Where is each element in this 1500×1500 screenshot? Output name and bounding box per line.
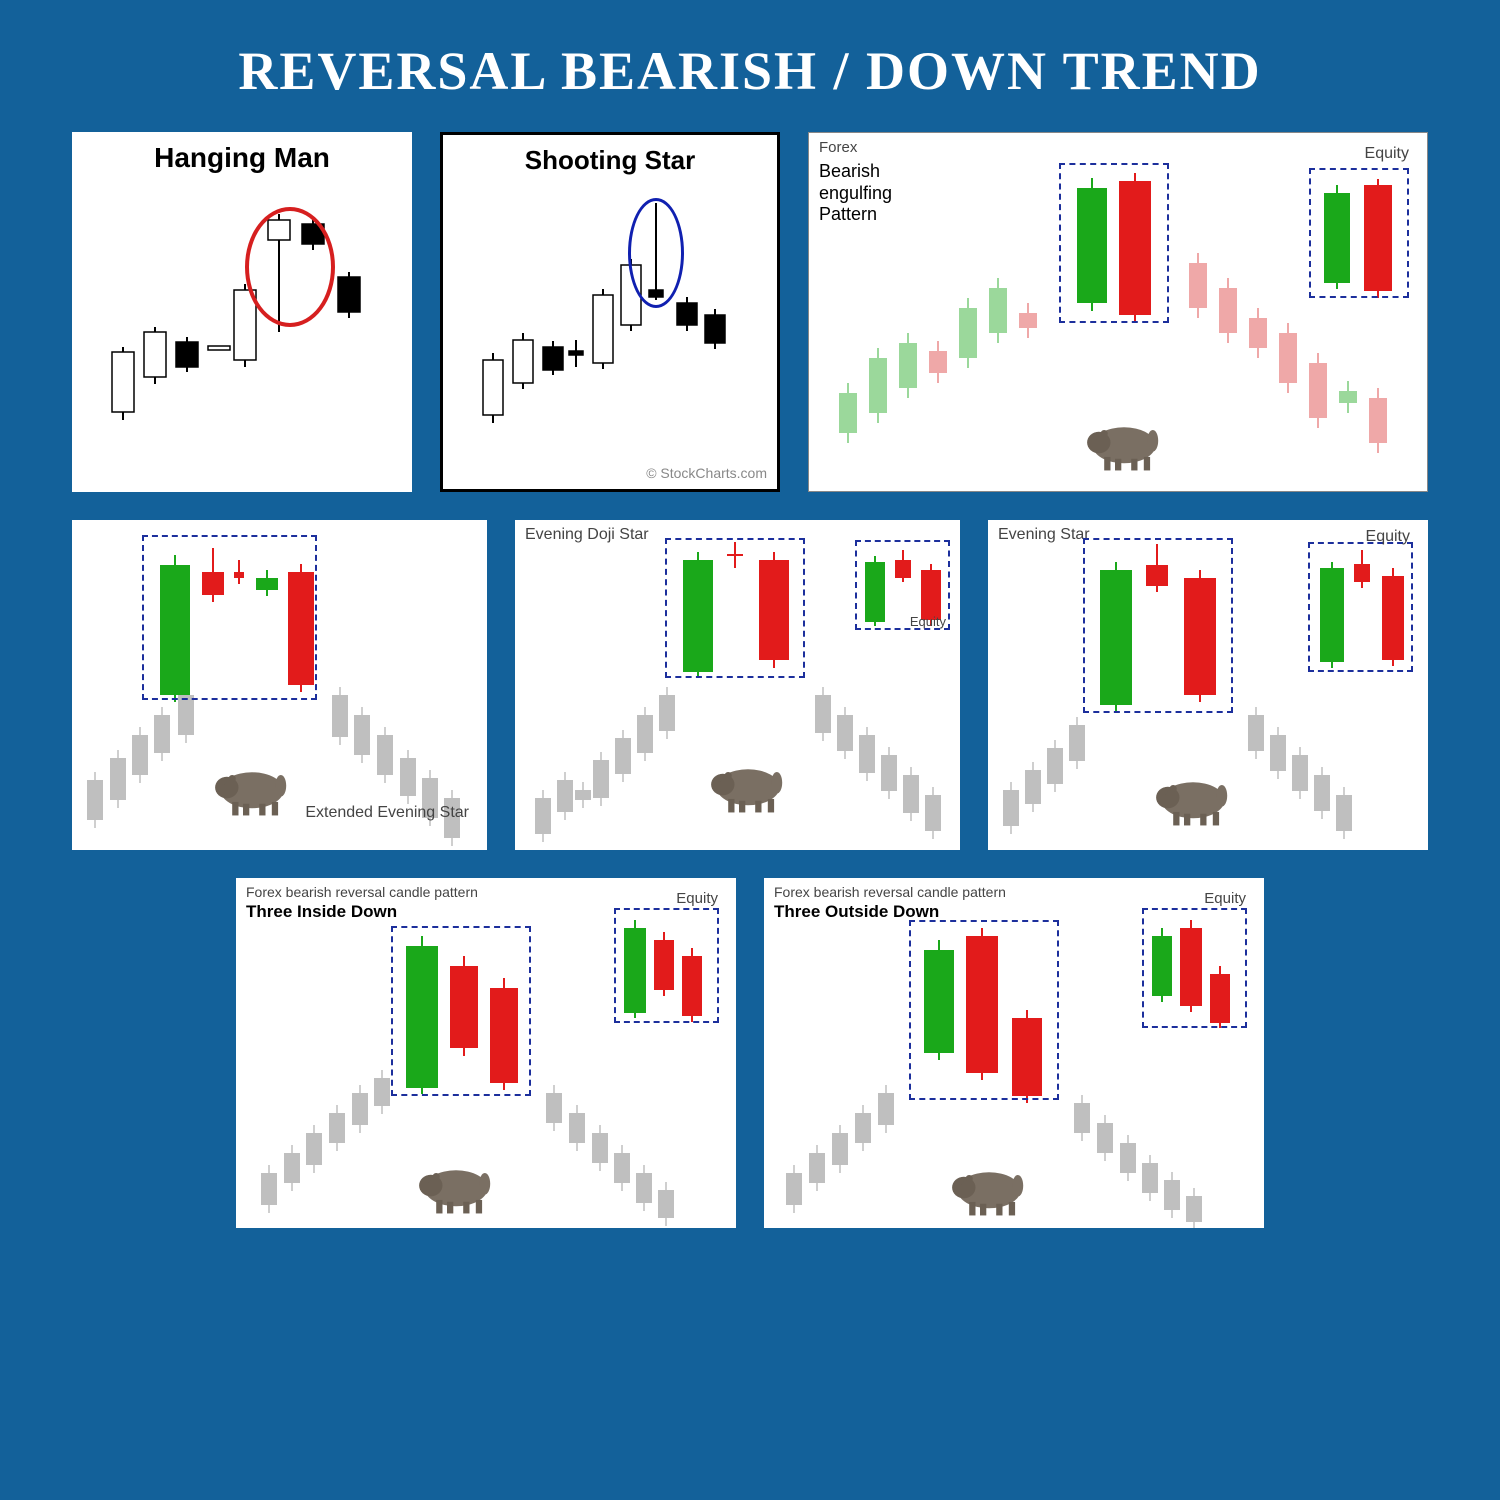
- ees-box: [142, 535, 317, 700]
- equity-label-es: Equity: [1366, 528, 1410, 546]
- panel-three-inside-down: Forex bearish reversal candle pattern Th…: [236, 878, 736, 1228]
- copyright-label: © StockCharts.com: [646, 465, 767, 481]
- ees-title: Extended Evening Star: [305, 803, 469, 822]
- shooting-star-circle: [628, 198, 684, 308]
- tid-equity-box: [614, 908, 719, 1023]
- eds-main-box: [665, 538, 805, 678]
- bear-icon: [1148, 768, 1238, 828]
- row-2: Extended Evening Star Evening Doji Star …: [50, 520, 1450, 850]
- tod-main-box: [909, 920, 1059, 1100]
- page-title: REVERSAL BEARISH / DOWN TREND: [50, 40, 1450, 102]
- hanging-man-circle: [245, 207, 335, 327]
- panel-evening-star: Evening Star Equity: [988, 520, 1428, 850]
- bear-icon: [207, 758, 297, 818]
- bearish-engulfing-main-box: [1059, 163, 1169, 323]
- panel-extended-evening-star: Extended Evening Star: [72, 520, 487, 850]
- tid-main-box: [391, 926, 531, 1096]
- equity-label-be: Equity: [1365, 145, 1409, 163]
- shooting-star-candles: [443, 135, 780, 492]
- es-main-box: [1083, 538, 1233, 713]
- equity-label-eds: Equity: [910, 614, 946, 629]
- es-equity-box: [1308, 542, 1413, 672]
- equity-label-tid: Equity: [676, 890, 718, 907]
- tod-equity-box: [1142, 908, 1247, 1028]
- bear-icon: [944, 1158, 1034, 1218]
- panel-evening-doji-star: Evening Doji Star Equity: [515, 520, 960, 850]
- bear-icon: [411, 1156, 501, 1216]
- panel-shooting-star: Shooting Star © StockCharts.com: [440, 132, 780, 492]
- panel-hanging-man: Hanging Man: [72, 132, 412, 492]
- row-3: Forex bearish reversal candle pattern Th…: [50, 878, 1450, 1228]
- bearish-engulfing-equity-box: [1309, 168, 1409, 298]
- bear-icon: [703, 755, 793, 815]
- panel-three-outside-down: Forex bearish reversal candle pattern Th…: [764, 878, 1264, 1228]
- equity-label-tod: Equity: [1204, 890, 1246, 907]
- panel-bearish-engulfing: Forex Bearish engulfing Pattern Equity: [808, 132, 1428, 492]
- row-1: Hanging Man Shooting Star © StockCharts.…: [50, 132, 1450, 492]
- bear-icon: [1079, 413, 1169, 473]
- hanging-man-candles: [72, 132, 412, 492]
